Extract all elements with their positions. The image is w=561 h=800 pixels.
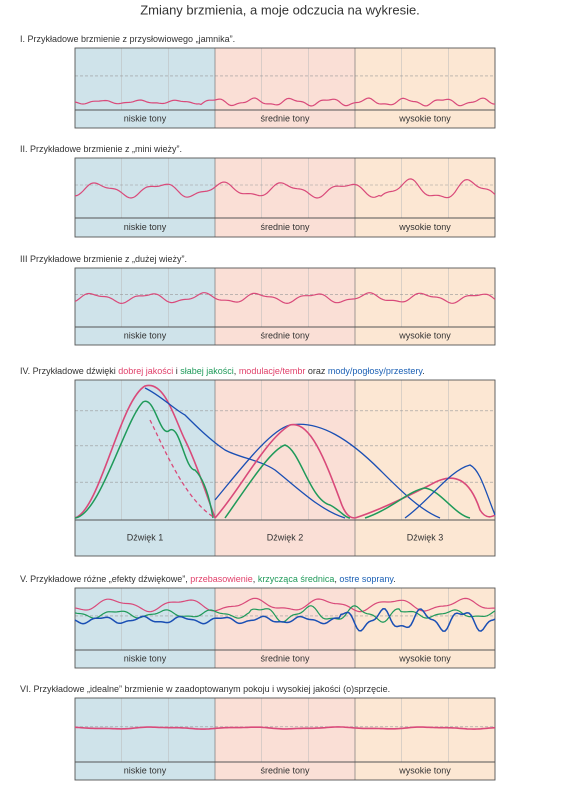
- curve: [214, 423, 441, 519]
- heading-part: ostre soprany: [339, 574, 394, 584]
- curve: [74, 400, 214, 519]
- section-heading: III Przykładowe brzmienie z „dużej wieży…: [20, 254, 187, 264]
- band-label: średnie tony: [260, 330, 310, 340]
- band: [355, 48, 495, 128]
- heading-part: oraz: [305, 366, 328, 376]
- heading-part: modulacje/tembr: [239, 366, 306, 376]
- band: [215, 48, 355, 128]
- band: [75, 158, 215, 237]
- heading-part: przebasowienie: [190, 574, 253, 584]
- curve: [364, 487, 471, 519]
- band: [355, 268, 495, 345]
- band-label: wysokie tony: [398, 222, 451, 232]
- band-label: niskie tony: [124, 653, 167, 663]
- heading-part: ,: [253, 574, 258, 584]
- band-label: niskie tony: [124, 765, 167, 775]
- band: [215, 268, 355, 345]
- curve: [404, 464, 496, 519]
- band-label: niskie tony: [124, 330, 167, 340]
- band-label: średnie tony: [260, 765, 310, 775]
- section-heading: VI. Przykładowe „idealne” brzmienie w za…: [20, 684, 390, 694]
- curve: [74, 97, 496, 107]
- band: [75, 588, 215, 668]
- band: [355, 588, 495, 668]
- section-heading: I. Przykładowe brzmienie z przysłowioweg…: [20, 34, 235, 44]
- heading-part: I. Przykładowe brzmienie z przysłowioweg…: [20, 34, 235, 44]
- band: [75, 268, 215, 345]
- chart-frame: [74, 157, 496, 238]
- heading-part: .: [393, 574, 396, 584]
- curve: [74, 597, 495, 613]
- heading-part: .: [422, 366, 425, 376]
- chart-frame: [74, 267, 496, 346]
- heading-part: V. Przykładowe różne „efekty dźwiękowe”,: [20, 574, 190, 584]
- curve: [214, 423, 356, 519]
- section-heading: IV. Przykładowe dźwięki dobrej jakości i…: [20, 366, 425, 376]
- band: [355, 158, 495, 237]
- band-label: średnie tony: [260, 222, 310, 232]
- band: [215, 588, 355, 668]
- heading-part: ,: [234, 366, 239, 376]
- band-label: średnie tony: [260, 653, 310, 663]
- title: Zmiany brzmienia, a moje odczucia na wyk…: [140, 2, 420, 17]
- curve: [354, 477, 496, 519]
- chart-frame: [74, 697, 496, 781]
- heading-part: ,: [334, 574, 339, 584]
- chart-frame: [74, 379, 496, 557]
- heading-part: słabej jakości: [180, 366, 234, 376]
- band: [215, 380, 355, 556]
- curve: [149, 419, 216, 519]
- heading-part: VI. Przykładowe „idealne” brzmienie w za…: [20, 684, 390, 694]
- chart-frame: [74, 47, 496, 129]
- curve: [74, 384, 216, 519]
- curve: [74, 608, 496, 632]
- band-label: wysokie tony: [398, 765, 451, 775]
- curve: [224, 444, 351, 519]
- section-heading: V. Przykładowe różne „efekty dźwiękowe”,…: [20, 574, 396, 584]
- heading-part: mody/pogłosy/przestery: [328, 366, 424, 376]
- band: [75, 380, 215, 556]
- section-heading: II. Przykładowe brzmienie z „mini wieży”…: [20, 144, 182, 154]
- heading-part: dobrej jakości: [118, 366, 173, 376]
- band-label: średnie tony: [260, 113, 310, 123]
- curve: [74, 292, 496, 305]
- heading-part: II. Przykładowe brzmienie z „mini wieży”…: [20, 144, 182, 154]
- band: [75, 698, 215, 780]
- band-label: wysokie tony: [398, 113, 451, 123]
- curve: [74, 726, 496, 730]
- curve: [144, 387, 346, 519]
- heading-part: III Przykładowe brzmienie z „dużej wieży…: [20, 254, 187, 264]
- band-label: Dźwięk 2: [267, 532, 304, 542]
- heading-part: krzycząca średnica: [258, 574, 335, 584]
- band-label: wysokie tony: [398, 330, 451, 340]
- band-label: niskie tony: [124, 222, 167, 232]
- chart-frame: [74, 587, 496, 669]
- heading-part: i: [173, 366, 180, 376]
- band-label: niskie tony: [124, 113, 167, 123]
- band: [215, 158, 355, 237]
- band: [215, 698, 355, 780]
- curve: [74, 178, 496, 199]
- band-label: wysokie tony: [398, 653, 451, 663]
- heading-part: IV. Przykładowe dźwięki: [20, 366, 118, 376]
- band: [75, 48, 215, 128]
- band-label: Dźwięk 3: [407, 532, 444, 542]
- band-label: Dźwięk 1: [127, 532, 164, 542]
- band: [355, 698, 495, 780]
